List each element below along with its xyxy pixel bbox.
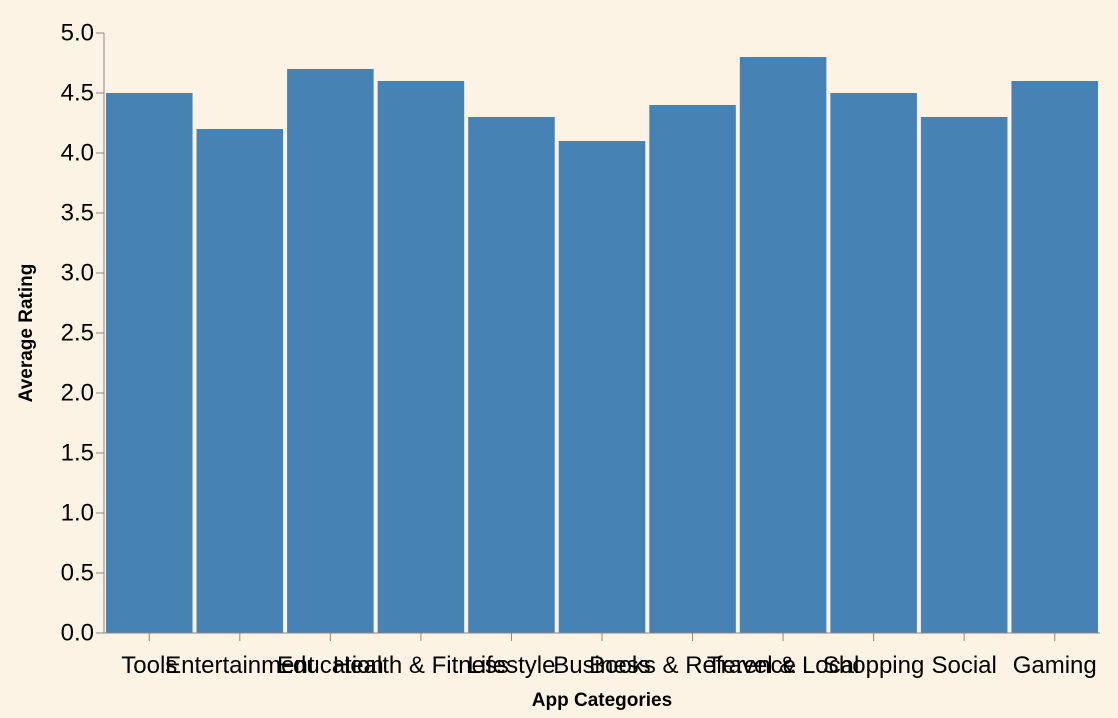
y-tick-label: 3.5	[61, 200, 94, 227]
x-tick-label: Entertainment	[165, 652, 315, 679]
bars-group	[106, 57, 1098, 633]
y-tick-label: 0.5	[61, 560, 94, 587]
bar-social	[920, 117, 1008, 633]
bar-business	[558, 141, 646, 633]
y-tick-label: 2.5	[61, 320, 94, 347]
bar-entertainment	[196, 129, 284, 633]
x-axis-title: App Categories	[532, 690, 672, 711]
y-tick-label: 4.0	[61, 140, 94, 167]
bar-health-fitness	[377, 81, 465, 633]
x-tick-label: Health & Fitness	[333, 652, 509, 679]
x-tick-label: Gaming	[1013, 652, 1097, 679]
y-tick-label: 1.0	[61, 500, 94, 527]
y-tick-label: 3.0	[61, 260, 94, 287]
x-tick-label: Social	[931, 652, 996, 679]
bar-books-reference	[649, 105, 736, 633]
bar-education	[287, 69, 374, 633]
y-tick-label: 4.5	[61, 80, 94, 107]
bar-travel-local	[739, 57, 827, 633]
x-tick-label: Tools	[121, 652, 177, 679]
bar-gaming	[1011, 81, 1098, 633]
y-tick-label: 2.0	[61, 380, 94, 407]
x-tick-label: Lifestyle	[467, 652, 555, 679]
bar-tools	[106, 93, 193, 633]
bar-shopping	[830, 93, 917, 633]
y-tick-label: 0.0	[61, 620, 94, 647]
y-tick-label: 1.5	[61, 440, 94, 467]
y-axis: 0.0 0.5 1.0 1.5 2.0 2.5 3.0 3.5 4.0 4.5 5.0	[61, 20, 105, 647]
x-tick-label: Books & Reference	[589, 652, 796, 679]
y-tick-label: 5.0	[61, 20, 94, 47]
x-tick-label: Education	[277, 652, 384, 679]
x-tick-label: Shopping	[823, 652, 924, 679]
y-axis-title: Average Rating	[16, 264, 37, 403]
x-tick-label: Travel & Local	[707, 652, 860, 679]
x-tick-label: Business	[553, 652, 650, 679]
bar-lifestyle	[468, 117, 555, 633]
